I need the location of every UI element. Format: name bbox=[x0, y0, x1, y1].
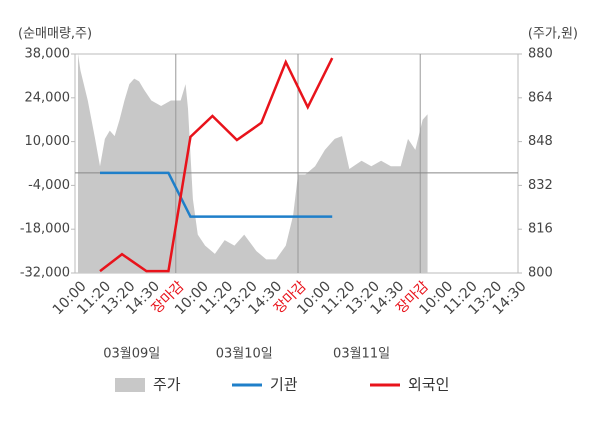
y2-tick-label: 816 bbox=[528, 222, 553, 237]
legend-label: 외국인 bbox=[408, 376, 449, 394]
date-label: 03월11일 bbox=[333, 347, 390, 362]
y2-axis-title: (주가,원) bbox=[528, 27, 578, 42]
y-tick-label: 38,000 bbox=[25, 47, 71, 62]
price-area bbox=[78, 54, 428, 273]
y2-tick-label: 864 bbox=[528, 90, 553, 105]
y-tick-label: 10,000 bbox=[25, 134, 71, 149]
y-tick-label: -18,000 bbox=[20, 222, 70, 237]
y2-tick-label: 800 bbox=[528, 266, 553, 281]
y-tick-label: -32,000 bbox=[20, 266, 70, 281]
legend-label: 기관 bbox=[270, 376, 298, 394]
series-line bbox=[99, 57, 334, 273]
y2-tick-label: 832 bbox=[528, 178, 553, 193]
y-tick-label: 24,000 bbox=[25, 90, 71, 105]
y2-tick-label: 848 bbox=[528, 134, 553, 149]
date-label: 03월09일 bbox=[103, 347, 160, 362]
date-label: 03월10일 bbox=[216, 347, 273, 362]
y-tick-label: -4,000 bbox=[28, 178, 70, 193]
legend-label: 주가 bbox=[153, 376, 181, 394]
series-line bbox=[100, 171, 333, 218]
legend-swatch bbox=[115, 378, 145, 392]
y2-tick-label: 880 bbox=[528, 47, 553, 62]
y-axis-title: (순매매량,주) bbox=[18, 27, 92, 42]
